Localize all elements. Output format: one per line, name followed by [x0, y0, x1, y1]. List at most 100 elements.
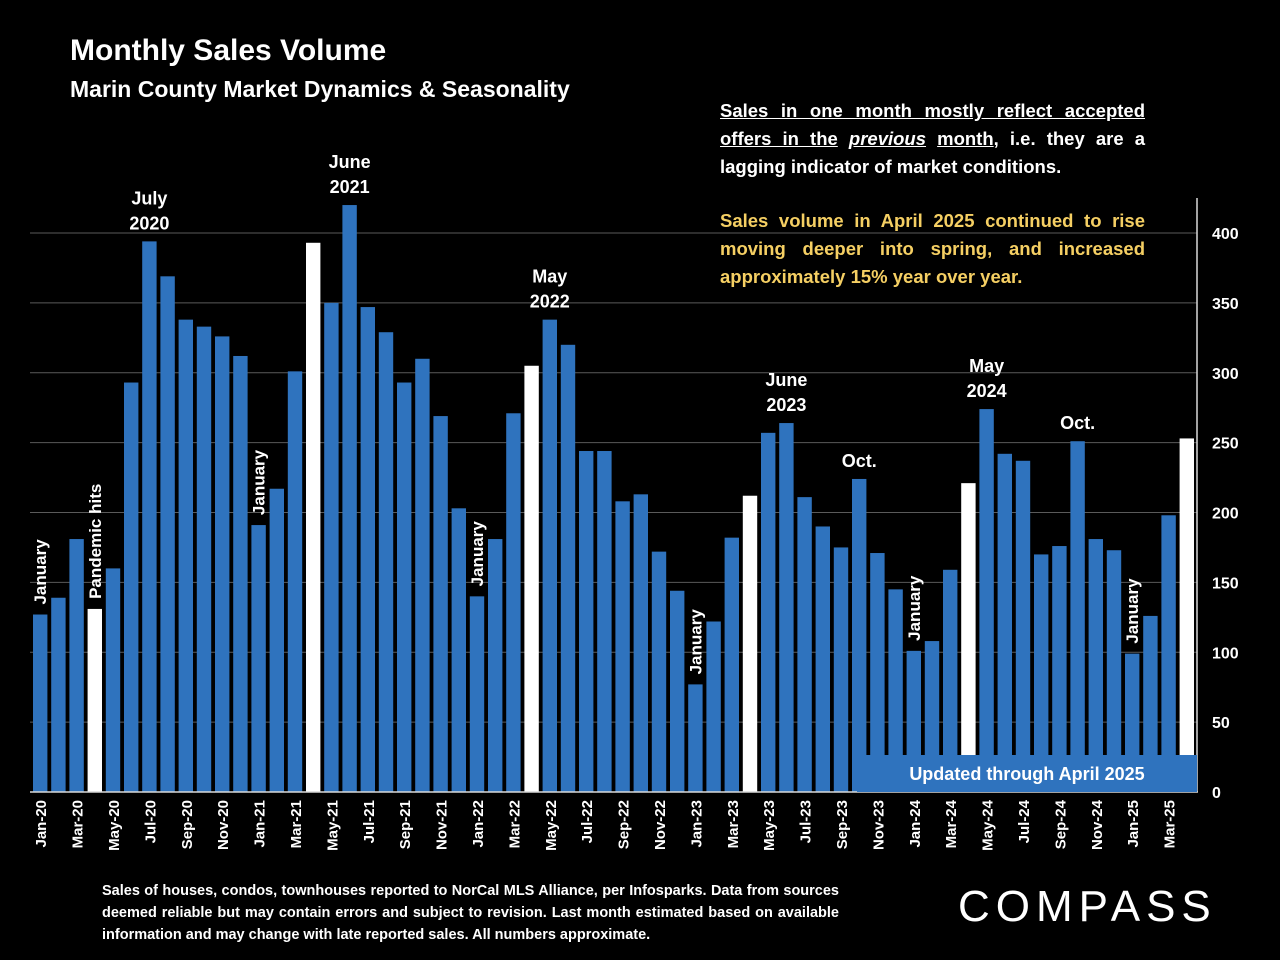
- bar: [51, 597, 66, 792]
- annotation-line: July: [131, 188, 167, 208]
- x-tick-label: Mar-21: [288, 800, 305, 848]
- x-tick-label: Nov-23: [870, 800, 887, 850]
- x-tick-label: May-21: [324, 800, 341, 851]
- annotation-label: May 2022: [530, 267, 570, 312]
- x-tick-label: Mar-22: [506, 800, 523, 848]
- annotation-line: 2023: [766, 395, 806, 415]
- x-tick-label: Sep-23: [834, 800, 851, 849]
- bar: [761, 432, 776, 792]
- x-tick-label: Jan-20: [33, 800, 50, 848]
- x-tick-label: May-20: [106, 800, 123, 851]
- chart-title: Monthly Sales Volume: [70, 34, 387, 67]
- bar: [833, 547, 849, 792]
- annotation-line: June: [765, 370, 807, 390]
- annotation-label: May 2024: [967, 356, 1007, 401]
- annotation-line: 2022: [530, 292, 570, 312]
- bar: [342, 205, 357, 793]
- bar: [306, 242, 321, 793]
- bar: [1106, 550, 1122, 792]
- bar: [488, 539, 503, 792]
- x-tick-label: Mar-23: [725, 800, 742, 848]
- bar: [178, 319, 193, 792]
- annotation-line: May: [969, 356, 1004, 376]
- bar: [651, 551, 667, 792]
- bar: [852, 478, 867, 792]
- annotation-line: 2020: [129, 213, 169, 233]
- bar: [415, 358, 430, 792]
- y-tick-label: 50: [1212, 715, 1230, 732]
- bar: [433, 416, 448, 792]
- annotation-line: May: [532, 267, 567, 287]
- compass-logo: COMPASS: [958, 882, 1217, 931]
- bar: [924, 641, 940, 792]
- x-tick-label: Jan-24: [907, 799, 924, 847]
- bar: [1088, 539, 1103, 792]
- x-tick-label: Mar-24: [943, 799, 960, 848]
- x-tick-label: Nov-20: [215, 800, 232, 850]
- y-tick-label: 250: [1212, 436, 1239, 453]
- note-italic-word: previous: [848, 128, 927, 149]
- bar: [560, 344, 576, 792]
- bar: [160, 276, 175, 792]
- bar: [1052, 546, 1067, 792]
- bar: [87, 608, 102, 792]
- note-rest-text: , i.e. they are a lagging indicator of m…: [720, 128, 1146, 177]
- bar: [397, 382, 412, 792]
- bar: [797, 497, 812, 792]
- april-2025-note: Sales volume in April 2025 continued to …: [720, 210, 1145, 287]
- annotation-label: January: [31, 539, 50, 605]
- bar: [124, 382, 139, 792]
- bar: [633, 494, 648, 792]
- y-tick-label: 0: [1212, 785, 1221, 802]
- x-tick-label: Nov-21: [434, 800, 451, 850]
- source-footnote: Sales of houses, condos, townhouses repo…: [102, 883, 839, 943]
- bar: [688, 684, 703, 792]
- bar: [324, 302, 339, 792]
- bar: [979, 409, 994, 792]
- bar: [706, 621, 721, 792]
- x-tick-label: May-23: [761, 800, 778, 851]
- note-underlined-text: Sales in one month mostly reflect accept…: [720, 100, 1145, 149]
- bar: [670, 590, 685, 792]
- y-tick-label: 200: [1212, 506, 1239, 523]
- bar: [888, 589, 903, 792]
- bar: [142, 241, 157, 792]
- bar: [1179, 438, 1194, 792]
- bar: [1070, 441, 1085, 792]
- chart-subtitle: Marin County Market Dynamics & Seasonali…: [70, 76, 570, 102]
- x-tick-label: Jul-24: [1016, 799, 1033, 843]
- annotation-line: 2021: [330, 177, 370, 197]
- bar: [524, 365, 539, 792]
- bar: [724, 537, 739, 792]
- bar: [287, 371, 303, 792]
- y-tick-label: 400: [1212, 226, 1239, 243]
- annotation-label: June 2021: [329, 152, 371, 197]
- annotation-label: January: [905, 575, 924, 641]
- bar: [33, 614, 48, 792]
- x-tick-label: Sep-21: [397, 800, 414, 849]
- bar: [506, 413, 521, 792]
- x-tick-label: May-24: [980, 799, 997, 851]
- x-tick-label: Jul-22: [579, 800, 596, 843]
- note-underlined-month: month: [937, 128, 994, 149]
- y-tick-label: 100: [1212, 645, 1239, 662]
- x-tick-label: Jan-25: [1125, 800, 1142, 848]
- annotation-label: January: [1123, 578, 1142, 644]
- y-tick-label: 150: [1212, 575, 1239, 592]
- bar: [251, 525, 266, 792]
- annotation-line: June: [329, 152, 371, 172]
- bar: [378, 332, 394, 792]
- annotation-line: Oct.: [1060, 413, 1095, 433]
- bar: [779, 423, 794, 792]
- x-tick-label: Jan-21: [252, 800, 269, 848]
- x-tick-label: Mar-20: [70, 800, 87, 848]
- updated-through-badge: Updated through April 2025: [857, 755, 1197, 792]
- bar: [105, 568, 121, 792]
- y-tick-label: 300: [1212, 366, 1239, 383]
- bar: [69, 539, 84, 792]
- x-tick-label: Jan-23: [688, 800, 705, 848]
- bar: [451, 508, 466, 792]
- x-tick-label: Nov-22: [652, 800, 669, 850]
- x-tick-label: Sep-20: [179, 800, 196, 849]
- bar: [870, 553, 885, 792]
